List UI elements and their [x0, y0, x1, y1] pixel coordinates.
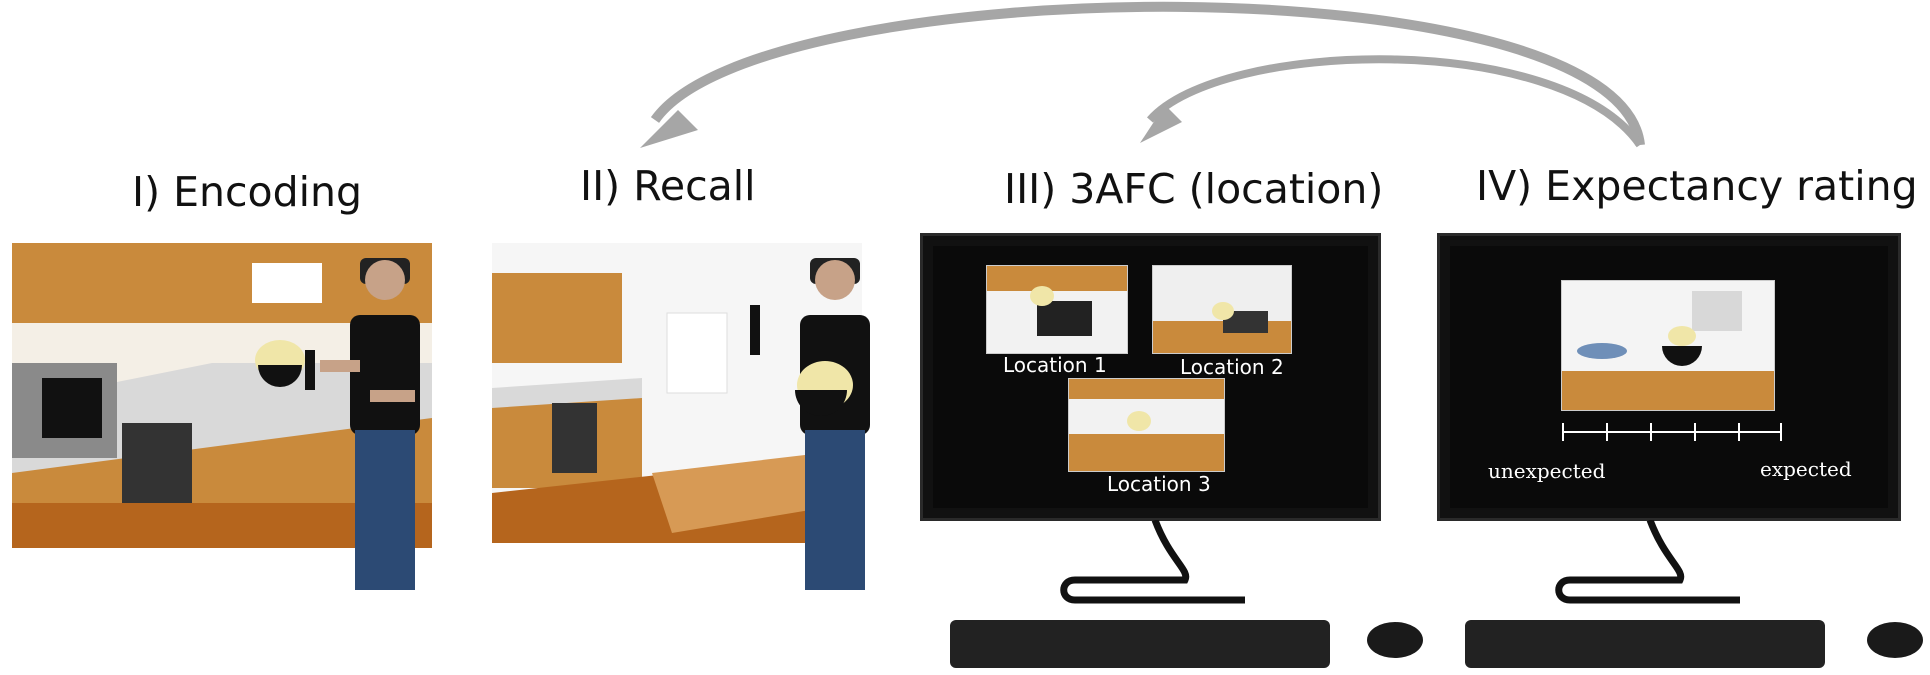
- location-3-thumbnail[interactable]: [1068, 378, 1225, 472]
- arrow-to-3afc-head: [1140, 105, 1182, 143]
- 3afc-computer-stand-keyboard-mouse: [950, 520, 1423, 668]
- stage-title-3afc: III) 3AFC (location): [1004, 165, 1384, 213]
- location-1-label: Location 1: [1003, 353, 1107, 377]
- scale-label-expected: expected: [1760, 457, 1852, 481]
- recall-participant-with-vr-headset: [750, 258, 870, 590]
- expectancy-computer-stand-keyboard-mouse: [1465, 520, 1923, 668]
- recall-kitchen-scene: [492, 243, 862, 543]
- arrow-to-3afc: [1146, 55, 1644, 148]
- scale-label-unexpected: unexpected: [1488, 459, 1606, 483]
- location-3-label: Location 3: [1107, 472, 1211, 496]
- location-2-label: Location 2: [1180, 355, 1284, 379]
- arrow-to-recall: [650, 1, 1645, 146]
- expectancy-rating-scale[interactable]: [1555, 417, 1805, 447]
- arrow-to-recall-head: [640, 110, 698, 148]
- stage-title-recall: II) Recall: [580, 162, 756, 210]
- rating-object-image: [1561, 280, 1775, 411]
- encoding-participant-with-vr-headset: [255, 258, 420, 590]
- location-1-thumbnail[interactable]: [986, 265, 1128, 354]
- stage-title-expectancy: IV) Expectancy rating: [1476, 162, 1918, 210]
- stage-title-encoding: I) Encoding: [132, 168, 363, 216]
- location-2-thumbnail[interactable]: [1152, 265, 1292, 354]
